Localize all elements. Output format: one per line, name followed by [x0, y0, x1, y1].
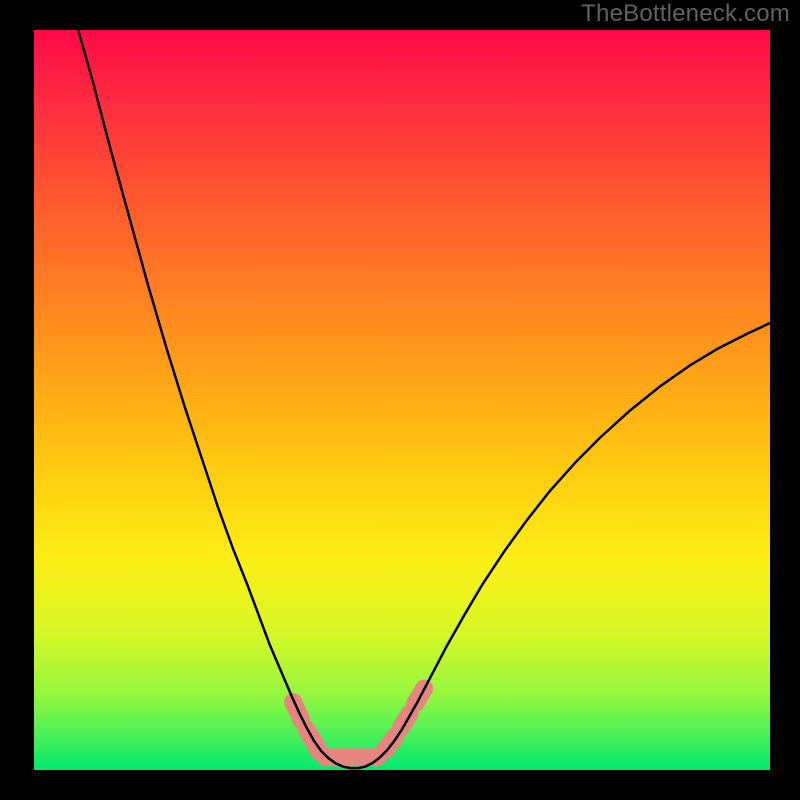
chart-svg [0, 0, 800, 800]
watermark-text: TheBottleneck.com [581, 0, 790, 28]
chart-stage: TheBottleneck.com [0, 0, 800, 800]
bottleneck-curve [78, 30, 770, 768]
